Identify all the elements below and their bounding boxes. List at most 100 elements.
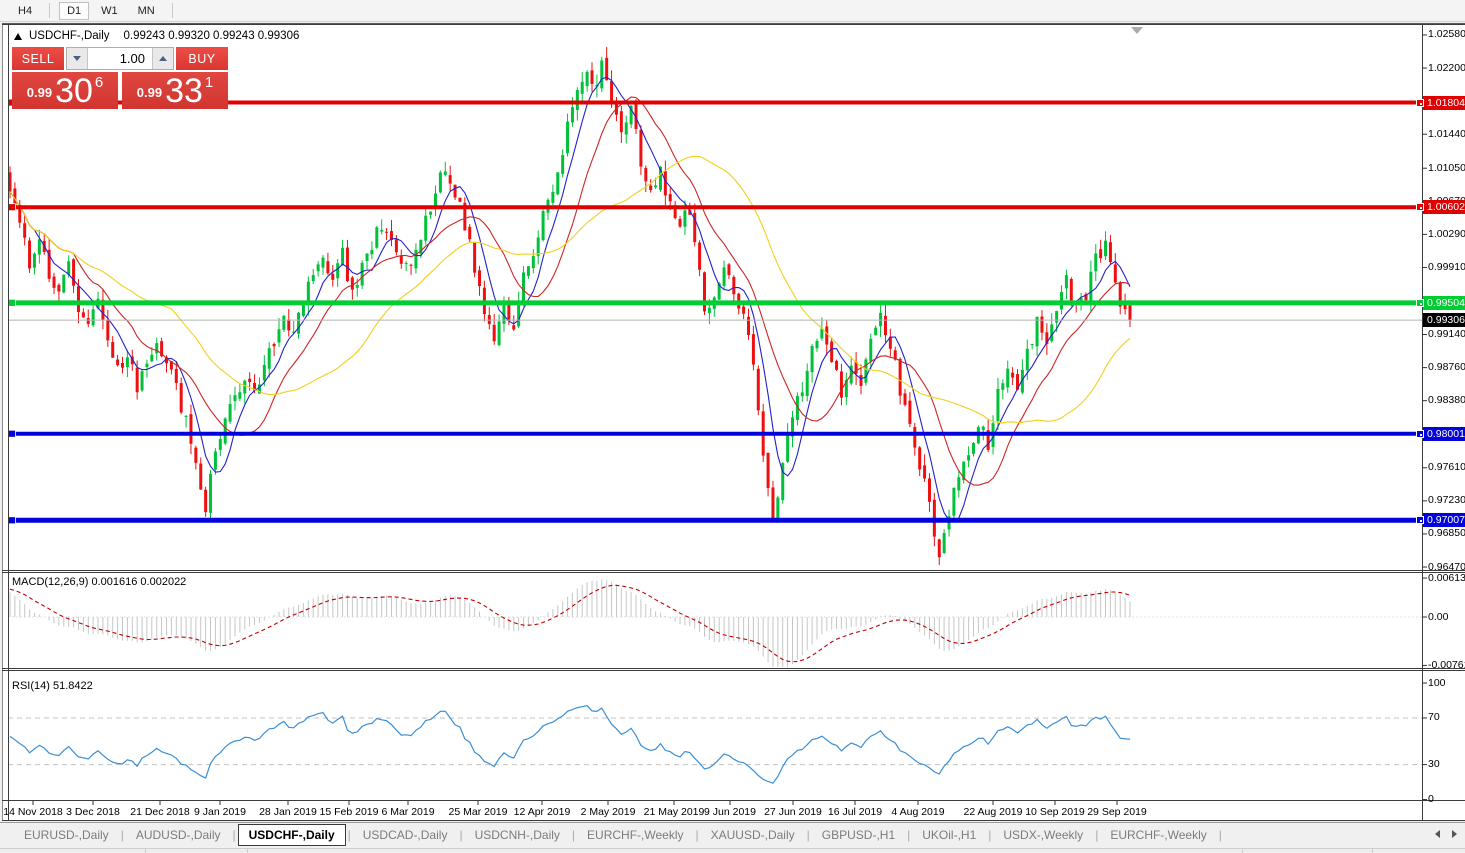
status-strip	[0, 848, 1465, 853]
toolbar-separator	[171, 3, 173, 18]
symbol-tab-usdcnh-daily[interactable]: USDCNH-,Daily	[474, 828, 560, 842]
date-axis-label: 27 Jun 2019	[764, 806, 822, 818]
toolbar-separator	[49, 3, 51, 18]
date-axis-label: 28 Jan 2019	[259, 806, 317, 818]
chart-window	[2, 23, 1465, 821]
hline-handle[interactable]	[1416, 516, 1424, 525]
moving-average-14	[9, 96, 1131, 486]
volume-increase-button[interactable]	[152, 48, 173, 69]
chart-symbol-label: USDCHF-,Daily	[29, 30, 110, 42]
symbol-tab-usdchf-daily[interactable]: USDCHF-,Daily	[237, 824, 346, 846]
hline-handle[interactable]	[1416, 429, 1424, 438]
date-axis-label: 14 Nov 2018	[3, 806, 63, 818]
date-axis-label: 10 Sep 2019	[1025, 806, 1085, 818]
chevron-up-icon	[159, 56, 167, 61]
rsi-axis-tick: 100	[1428, 676, 1446, 689]
statusbar-separator	[1372, 849, 1373, 853]
date-axis-label: 21 Dec 2018	[130, 806, 190, 818]
timeframe-button-h4[interactable]: H4	[18, 4, 33, 17]
chart-ohlc-values: 0.99243 0.99320 0.99243 0.99306	[123, 30, 300, 42]
date-axis-label: 9 Jun 2019	[704, 806, 756, 818]
ask-price-sup: 1	[204, 74, 214, 91]
tab-scroll-left-icon[interactable]	[1435, 830, 1440, 838]
bid-price-sup: 6	[94, 74, 104, 91]
date-axis-label: 16 Jul 2019	[827, 806, 883, 818]
date-axis-label: 4 Aug 2019	[891, 806, 945, 818]
timeframe-button-mn[interactable]: MN	[137, 4, 155, 17]
ask-price-box[interactable]: 0.99 33 1	[122, 72, 228, 109]
price-axis-tick: 1.00290	[1428, 227, 1465, 240]
tab-separator: |	[695, 828, 699, 842]
symbol-tab-gbpusd-h1[interactable]: GBPUSD-,H1	[821, 828, 896, 842]
collapse-triangle-icon[interactable]	[14, 32, 22, 40]
hline-handle[interactable]	[1416, 298, 1424, 307]
tab-separator: |	[571, 828, 576, 842]
symbol-tab-eurchf-weekly[interactable]: EURCHF-,Weekly	[587, 828, 684, 842]
rsi-line	[9, 705, 1131, 784]
ask-price-big: 33	[165, 72, 203, 110]
date-axis-label: 25 Mar 2019	[448, 806, 508, 818]
rsi-axis-tick: 0	[1428, 793, 1434, 806]
rsi-axis-tick: 30	[1428, 758, 1440, 771]
macd-axis-tick: 0.00	[1428, 610, 1449, 623]
macd-axis-tick: 0.00613	[1428, 571, 1465, 584]
tab-separator: |	[907, 828, 911, 842]
horizontal-lines[interactable]	[8, 98, 1422, 525]
tab-separator: |	[1095, 828, 1099, 842]
price-axis-tick: 1.02580	[1428, 28, 1465, 41]
one-click-trade-panel: SELL 1.00 BUY 0.99 30 6 0.99 33 1	[12, 47, 228, 109]
macd-signal-line	[9, 584, 1131, 663]
symbol-tab-eurchf-weekly[interactable]: EURCHF-,Weekly	[1110, 828, 1207, 842]
price-axis-tick: 0.97610	[1428, 461, 1465, 474]
moving-average-6	[9, 76, 1131, 523]
price-axis-tick: 0.97230	[1428, 494, 1465, 507]
tab-separator: |	[806, 828, 810, 842]
candlesticks	[8, 47, 1132, 566]
tab-separator: |	[232, 828, 236, 842]
price-axis-tick: 0.96470	[1428, 560, 1465, 573]
symbol-tab-audusd-daily[interactable]: AUDUSD-,Daily	[135, 828, 221, 842]
date-axis-label: 21 May 2019	[643, 806, 705, 818]
volume-stepper: 1.00	[66, 47, 174, 70]
volume-value[interactable]: 1.00	[119, 51, 145, 66]
tab-separator: |	[120, 828, 124, 842]
price-axis-tick: 1.01440	[1428, 127, 1465, 140]
price-axis-tick: 0.99140	[1428, 328, 1465, 341]
tab-separator: |	[1218, 828, 1222, 842]
hline-handle[interactable]	[1416, 98, 1424, 107]
bid-price-big: 30	[55, 72, 93, 110]
macd-label: MACD(12,26,9) 0.001616 0.002022	[12, 576, 187, 588]
moving-average-34	[9, 155, 1131, 424]
hline-handle[interactable]	[1416, 203, 1424, 212]
symbol-tab-ukoil-h1[interactable]: UKOil-,H1	[922, 828, 977, 842]
bid-price-prefix: 0.99	[26, 85, 53, 100]
tab-scroll-right-icon[interactable]	[1452, 830, 1457, 838]
hline-price-label: 0.98001	[1423, 426, 1465, 441]
date-axis-label: 9 Jan 2019	[194, 806, 246, 818]
symbol-tab-usdcad-daily[interactable]: USDCAD-,Daily	[362, 828, 448, 842]
buy-button[interactable]: BUY	[176, 47, 228, 70]
chart-shift-marker-icon[interactable]	[1131, 27, 1143, 34]
sell-button[interactable]: SELL	[12, 47, 64, 70]
timeframe-toolbar: H4 D1 W1 MN	[0, 0, 1465, 22]
symbol-tabbar: EURUSD-,Daily | AUDUSD-,Daily | USDCHF-,Dail…	[0, 822, 1465, 847]
bid-price-box[interactable]: 0.99 30 6	[12, 72, 118, 109]
price-axis-tick: 0.98760	[1428, 361, 1465, 374]
symbol-tab-usdx-weekly[interactable]: USDX-,Weekly	[1003, 828, 1084, 842]
symbol-tab-eurusd-daily[interactable]: EURUSD-,Daily	[24, 828, 109, 842]
hline-price-label: 1.01804	[1423, 95, 1465, 110]
timeframe-button-d1[interactable]: D1	[59, 1, 90, 20]
rsi-label: RSI(14) 51.8422	[12, 680, 93, 692]
hline-price-label: 0.99504	[1423, 295, 1465, 310]
symbol-tab-xauusd-daily[interactable]: XAUUSD-,Daily	[710, 828, 795, 842]
volume-decrease-button[interactable]	[67, 48, 88, 69]
date-axis-label: 15 Feb 2019	[319, 806, 379, 818]
macd-axis-tick: -0.007612	[1428, 658, 1465, 671]
tab-scroll-controls	[1435, 830, 1457, 838]
date-axis-label: 29 Sep 2019	[1087, 806, 1147, 818]
timeframe-button-w1[interactable]: W1	[101, 4, 118, 17]
date-axis-label: 3 Dec 2018	[66, 806, 120, 818]
price-axis-tick: 0.96850	[1428, 527, 1465, 540]
